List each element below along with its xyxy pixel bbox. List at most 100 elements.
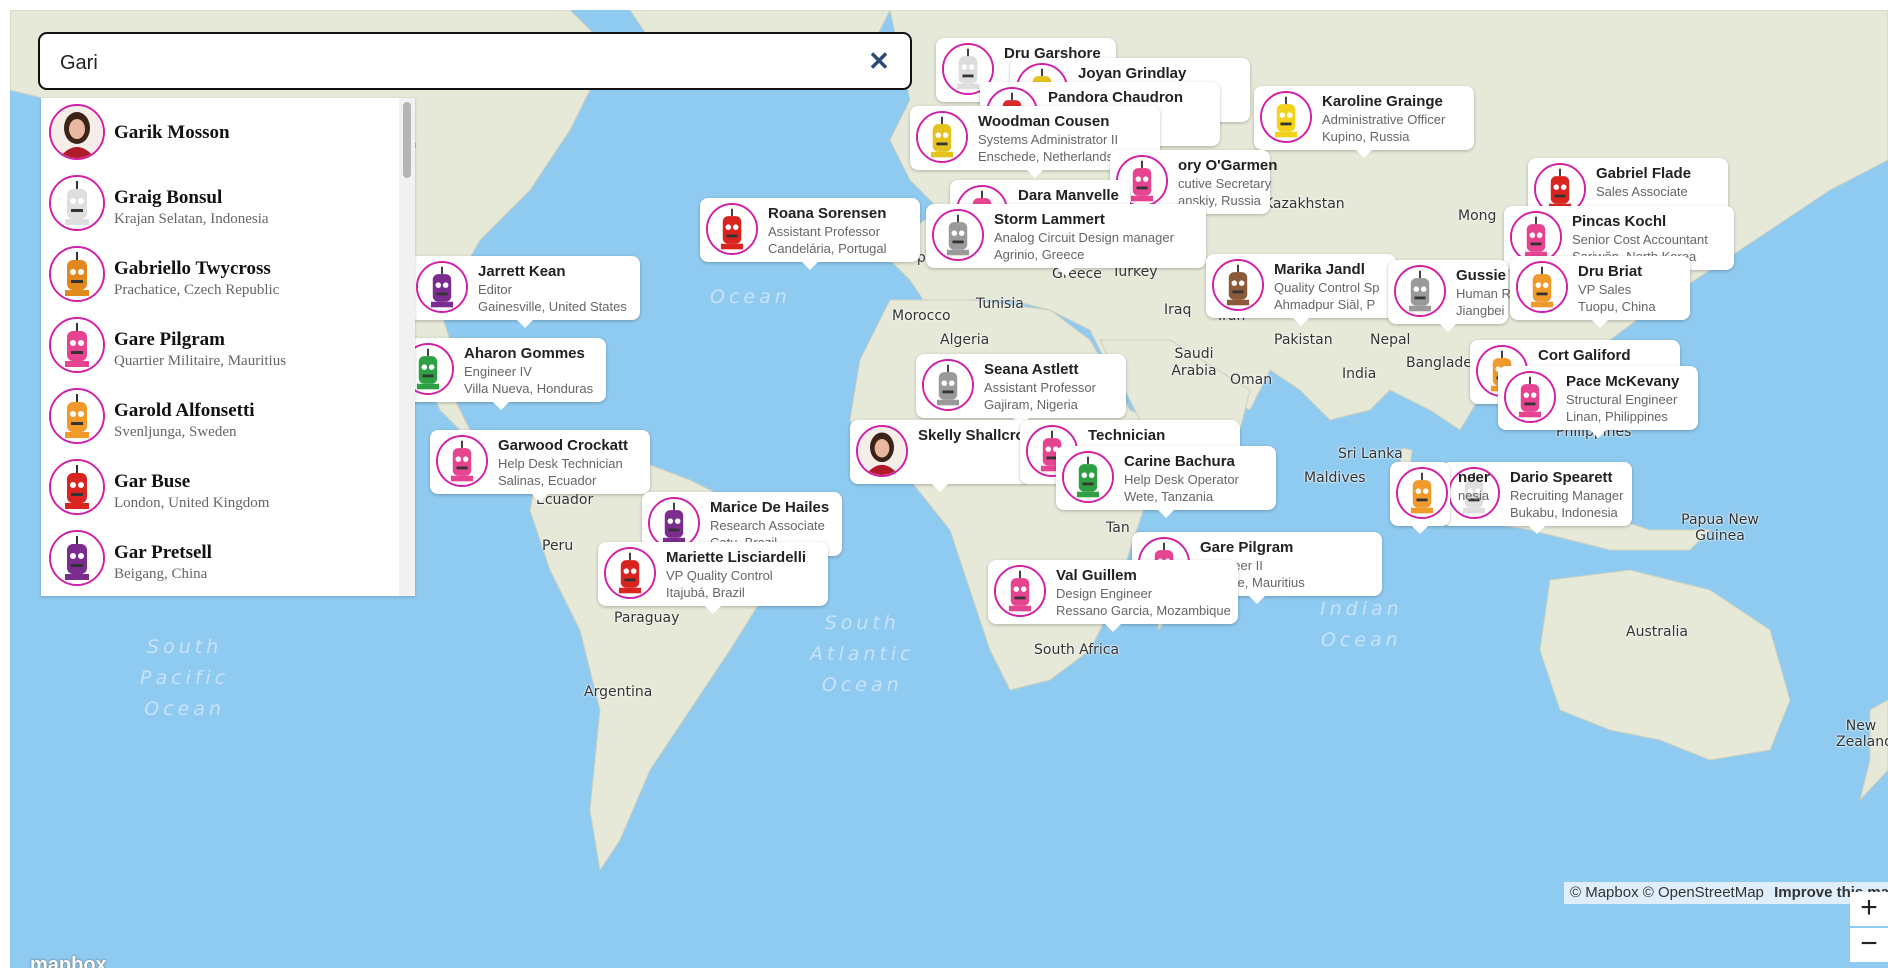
map-pin[interactable]: Val Guillem Design Engineer Ressano Garcia… [988, 560, 1238, 632]
avatar [922, 359, 974, 411]
pin-text: Carine Bachura Help Desk Operator Wete, Ta… [1124, 452, 1239, 505]
map-label-papua-new-guinea: Papua New Guinea [1681, 512, 1759, 544]
search-result-item[interactable]: Garold Alfonsetti Svenljunga, Sweden [41, 382, 401, 454]
pin-location: Ahmadpur Siāl, P [1274, 297, 1376, 312]
map-label-oman: Oman [1230, 372, 1273, 388]
map-pin[interactable]: Storm Lammert Analog Circuit Design manag… [926, 204, 1206, 276]
osm-attribution-link[interactable]: © OpenStreetMap [1642, 884, 1764, 901]
pin-name: Garwood Crockatt [498, 437, 629, 454]
zoom-out-button[interactable]: − [1850, 928, 1888, 962]
mapbox-logo: mapbox [30, 954, 107, 968]
pin-name: Gabriel Flade [1596, 165, 1692, 182]
map-pin[interactable]: Skelly Shallcroff [850, 420, 1035, 492]
ocean-label-indian: Indian Ocean [1320, 598, 1403, 651]
avatar [49, 317, 105, 373]
search-result-item[interactable]: Gar Buse London, United Kingdom [41, 453, 401, 525]
avatar [49, 388, 105, 444]
map-pin[interactable]: Roana Sorensen Assistant Professor Candelá… [700, 198, 920, 270]
map-pin[interactable]: Karoline Grainge Administrative Officer Ku… [1254, 86, 1474, 158]
pin-job: Assistant Professor [768, 224, 880, 239]
pin-text: Jarrett Kean Editor Gainesville, United St… [478, 262, 627, 315]
map-label-bangladesh: Bangladesh [1406, 355, 1489, 371]
avatar [932, 209, 984, 261]
map-label-south-africa: South Africa [1034, 642, 1120, 658]
map-pin[interactable]: Pace McKevany Structural Engineer Linan, P… [1498, 366, 1698, 438]
pin-name: Storm Lammert [994, 211, 1105, 228]
zoom-in-button[interactable]: + [1850, 892, 1888, 926]
map-label-peru: Peru [542, 538, 574, 554]
pin-name: Dara Manvelle [1018, 187, 1119, 204]
map-canvas[interactable]: Kazakhstan Mong Greece Turkey Tunisia Mo… [10, 10, 1888, 968]
pin-location: Bukabu, Indonesia [1510, 505, 1618, 520]
avatar [916, 111, 968, 163]
map-pin[interactable]: Marika Jandl Quality Control Sp Ahmadpur S… [1206, 254, 1396, 326]
pin-name: Gare Pilgram [1200, 539, 1294, 556]
avatar [706, 203, 758, 255]
mapbox-logo-text: mapbox [30, 954, 107, 968]
search-result-item[interactable]: Gare Pilgram Quartier Militaire, Mauritiu… [41, 311, 401, 383]
pin-name: Val Guillem [1056, 567, 1137, 584]
map-pin[interactable]: Seana Astlett Assistant Professor Gajiram,… [916, 354, 1126, 426]
avatar [1396, 467, 1448, 519]
result-name: Gabriello Twycross [114, 258, 271, 279]
pin-text: Joyan Grindlay [1078, 64, 1186, 83]
pin-job: Editor [478, 282, 512, 297]
result-location: Beigang, China [114, 566, 208, 582]
pin-location: Salinas, Ecuador [498, 473, 597, 488]
avatar [648, 497, 700, 549]
pin-job: VP Sales [1578, 282, 1632, 297]
pin-job: Analog Circuit Design manager [994, 230, 1174, 245]
pin-name: Pandora Chaudron [1048, 89, 1184, 106]
avatar [49, 246, 105, 302]
map-pin[interactable]: Garwood Crockatt Help Desk Technician Sali… [430, 430, 650, 502]
avatar [856, 425, 908, 477]
avatar [1394, 265, 1446, 317]
map-pin[interactable]: Jarrett Kean Editor Gainesville, United St… [410, 256, 640, 328]
pin-text: Dario Spearett Recruiting Manager Bukabu, … [1510, 468, 1623, 521]
map-pin[interactable]: neer nesia [1390, 462, 1490, 534]
map-pin[interactable]: Mariette Lisciardelli VP Quality Control I… [598, 542, 828, 614]
map-pin[interactable]: ory O'Garmen cutive Secretary anskiy, Russ… [1110, 150, 1277, 222]
map-label-iraq: Iraq [1164, 302, 1192, 318]
pin-name: Joyan Grindlay [1078, 65, 1187, 82]
close-icon[interactable]: ✕ [868, 46, 890, 76]
map-label-maldives: Maldives [1304, 470, 1366, 486]
pin-job: VP Quality Control [666, 568, 773, 583]
pin-name: Gussie [1456, 267, 1507, 284]
search-result-item[interactable]: Graig Bonsul Krajan Selatan, Indonesia [41, 169, 401, 241]
map-pin[interactable]: Aharon Gommes Engineer IV Villa Nueva, Hon… [396, 338, 606, 410]
pin-name: Dru Garshore [1004, 45, 1101, 62]
search-result-item[interactable]: Garik Mosson [41, 98, 401, 170]
map-pin[interactable]: Dario Spearett Recruiting Manager Bukabu, … [1442, 462, 1632, 534]
pin-text: Garwood Crockatt Help Desk Technician Sali… [498, 436, 628, 489]
pin-name: Dru Briat [1578, 263, 1643, 280]
map-pin[interactable]: Gussie Human R Jiangbei [1388, 260, 1511, 332]
search-results-list: Garik Mosson Graig Bonsul Krajan Selatan, … [41, 98, 415, 596]
pin-name: Dario Spearett [1510, 469, 1613, 486]
map-label-tan: Tan [1106, 520, 1130, 536]
mapbox-attribution-link[interactable]: © Mapbox [1570, 884, 1639, 901]
pin-name: Roana Sorensen [768, 205, 887, 222]
search-result-item[interactable]: Gar Pretsell Beigang, China [41, 524, 401, 596]
avatar [1510, 211, 1562, 263]
avatar [416, 261, 468, 313]
pin-location: Itajubá, Brazil [666, 585, 745, 600]
pin-job: Assistant Professor [984, 380, 1096, 395]
pin-location: Ressano Garcia, Mozambique [1056, 603, 1231, 618]
map-label-kazakhstan: Kazakhstan [1264, 196, 1345, 212]
pin-name: Jarrett Kean [478, 263, 566, 280]
map-label-australia: Australia [1626, 624, 1688, 640]
pin-text: Gussie Human R Jiangbei [1456, 266, 1511, 319]
pin-text: ory O'Garmen cutive Secretary anskiy, Russ… [1178, 156, 1277, 209]
map-pin[interactable]: Carine Bachura Help Desk Operator Wete, Ta… [1056, 446, 1276, 518]
pin-job: Senior Cost Accountant [1572, 232, 1708, 247]
map-pin[interactable]: Dru Briat VP Sales Tuopu, China [1510, 256, 1690, 328]
search-input[interactable] [58, 44, 822, 82]
scrollbar-thumb[interactable] [403, 102, 411, 178]
pin-job: Human R [1456, 286, 1511, 301]
pin-job: Recruiting Manager [1510, 488, 1624, 503]
search-result-item[interactable]: Gabriello Twycross Prachatice, Czech Repu… [41, 240, 401, 312]
pin-text: Pace McKevany Structural Engineer Linan, P… [1566, 372, 1679, 425]
results-scrollbar[interactable] [399, 98, 415, 596]
map-label-pakistan: Pakistan [1274, 332, 1333, 348]
